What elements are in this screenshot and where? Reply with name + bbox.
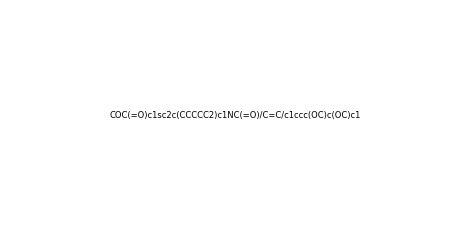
Text: COC(=O)c1sc2c(CCCCC2)c1NC(=O)/C=C/c1ccc(OC)c(OC)c1: COC(=O)c1sc2c(CCCCC2)c1NC(=O)/C=C/c1ccc(… bbox=[109, 110, 360, 119]
